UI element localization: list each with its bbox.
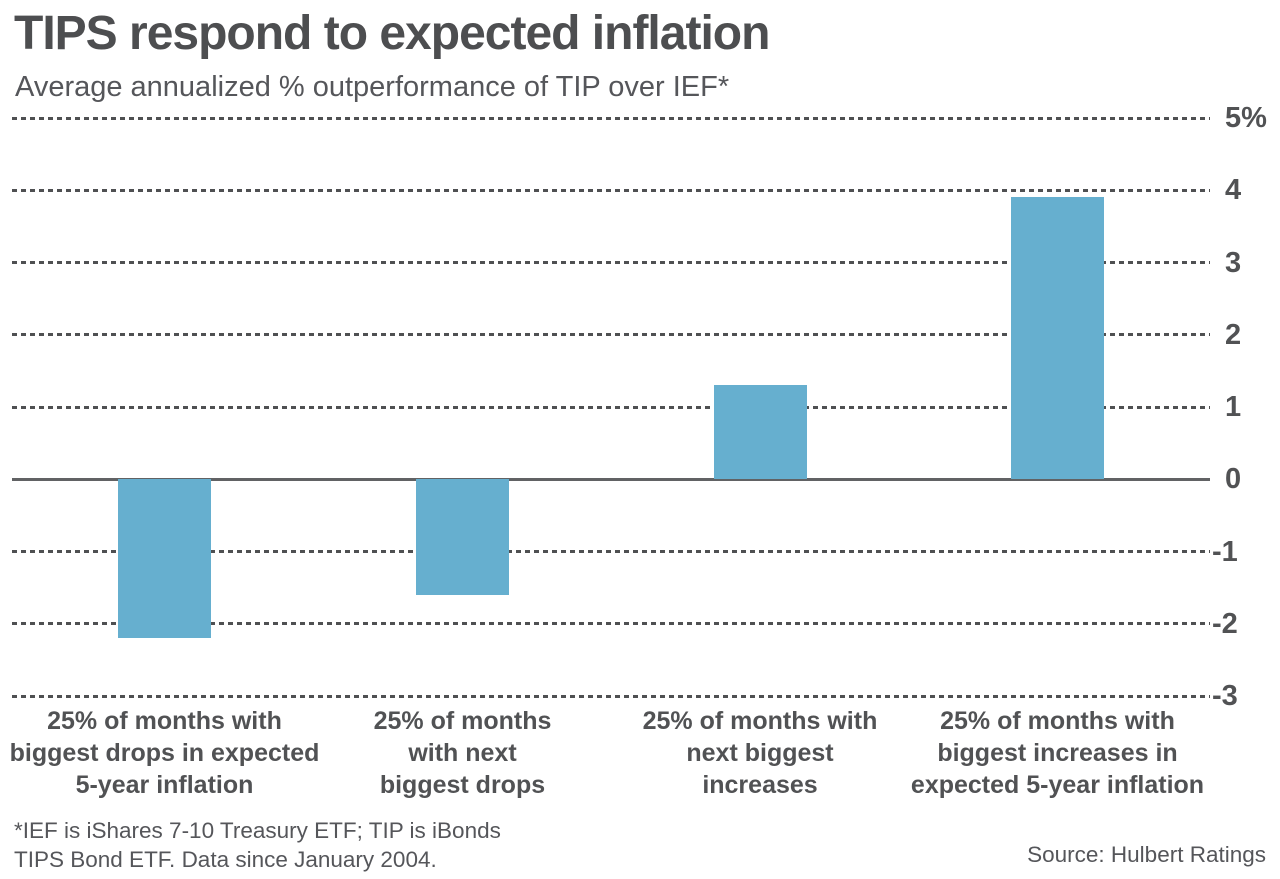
y-tick-label: 1	[1225, 391, 1242, 423]
bar-3	[713, 385, 807, 480]
y-tick-label: -3	[1212, 680, 1238, 712]
y-tick-label: 2	[1225, 318, 1242, 351]
gridline	[12, 333, 1210, 337]
y-tick-label: 4	[1225, 174, 1242, 207]
category-label: 25% of months with next biggest drops	[373, 707, 552, 799]
chart-footnote: *IEF is iShares 7-10 Treasury ETF; TIP i…	[14, 818, 501, 872]
gridline	[12, 261, 1210, 264]
gridline	[12, 550, 1210, 553]
category-label: 25% of months with biggest drops in expe…	[9, 707, 320, 799]
y-tick-label: 5%	[1225, 102, 1267, 134]
zero-axis-line	[12, 477, 1210, 481]
y-tick-label: 0	[1225, 463, 1242, 496]
chart-source: Source: Hulbert Ratings	[1027, 842, 1266, 867]
gridline	[12, 116, 1210, 120]
y-tick-label: -2	[1212, 607, 1238, 640]
gridline	[12, 622, 1210, 626]
y-tick-label: -1	[1212, 535, 1238, 568]
bar-1	[118, 479, 211, 639]
gridline	[12, 694, 1210, 698]
bar-4	[1011, 197, 1104, 480]
gridline	[12, 405, 1210, 409]
chart-title: TIPS respond to expected inflation	[14, 7, 770, 60]
category-label: 25% of months with next biggest increase…	[642, 707, 878, 799]
y-tick-label: 3	[1225, 246, 1242, 279]
bar-2	[416, 479, 509, 595]
gridline	[12, 188, 1210, 192]
category-label: 25% of months with biggest increases in …	[910, 707, 1205, 799]
chart-subtitle: Average annualized % outperformance of T…	[15, 71, 730, 103]
